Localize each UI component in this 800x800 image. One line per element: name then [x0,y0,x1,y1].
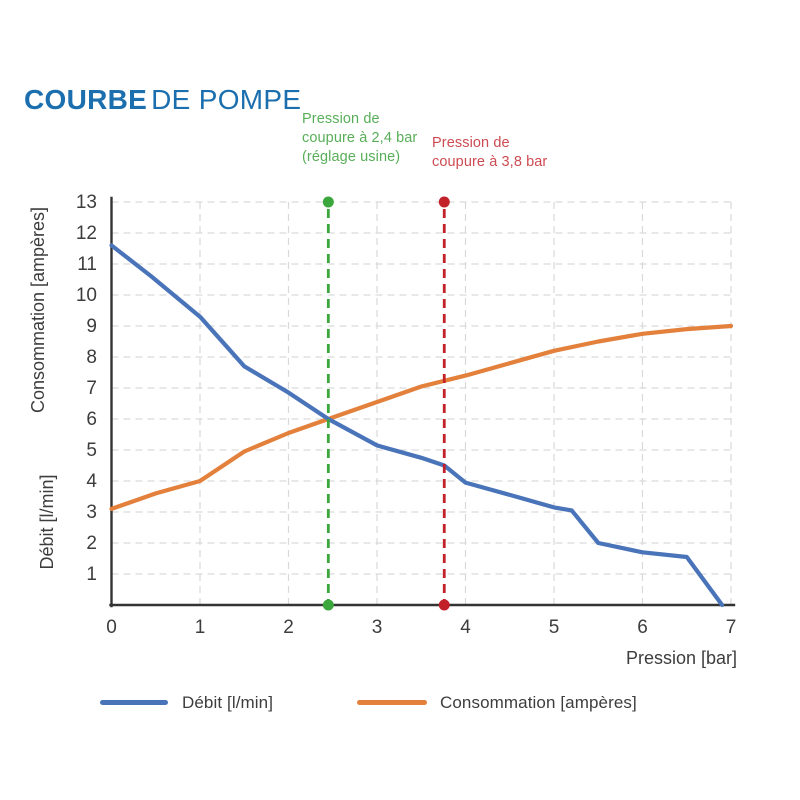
axes [109,196,736,608]
legend-swatch-consommation [357,700,427,705]
y-axis-label-lower: Débit [l/min] [37,474,57,569]
x-tick-label: 4 [460,617,471,638]
annotation-text-line: Pression de [432,135,510,151]
y-tick-label: 7 [86,378,97,399]
cutoff-dot-top [322,196,334,208]
x-axis-label: Pression [bar] [626,648,737,668]
y-tick-label: 1 [86,564,97,585]
x-tick-label: 5 [549,617,560,638]
annotation-text-line: Pression de [302,111,380,127]
y-tick-label: 11 [77,254,97,275]
y-tick-label: 2 [86,533,97,554]
x-tick-label: 3 [372,617,383,638]
annotation-text-line: (réglage usine) [302,149,401,165]
x-tick-label: 6 [637,617,648,638]
gridlines [111,201,732,605]
y-tick-label: 3 [86,502,97,523]
page-title: COURBE DE POMPE [24,84,301,116]
legend-label-debit: Débit [l/min] [182,693,274,712]
legend-label-consommation: Consommation [ampères] [440,693,637,712]
cutoff-marker-0 [322,196,334,611]
title-light-part: DE POMPE [151,84,302,115]
annotation-cutoff-2-4-bar: Pression de coupure à 2,4 bar (réglage u… [302,110,417,167]
y-tick-label: 10 [76,285,97,306]
title-bold-part: COURBE [24,84,148,115]
annotation-cutoff-3-8-bar: Pression de coupure à 3,8 bar [432,134,547,172]
y-tick-label: 12 [76,223,97,244]
y-tick-label: 6 [86,409,97,430]
annotation-text-line: coupure à 2,4 bar [302,130,418,146]
y-tick-label: 4 [86,471,97,492]
annotation-text-line: coupure à 3,8 bar [432,154,548,170]
cutoff-dot-bottom [438,599,450,611]
y-axis-label-upper: Consommation [ampères] [28,207,48,413]
y-tick-label: 8 [86,347,97,368]
y-tick-label: 9 [86,316,97,337]
x-tick-label: 7 [726,617,737,638]
series-curve-1 [109,323,734,511]
cutoff-dot-top [438,196,450,208]
x-tick-label: 0 [106,617,117,638]
legend-swatch-debit [100,700,168,705]
x-tick-label: 2 [283,617,294,638]
cutoff-dot-bottom [322,599,334,611]
y-tick-label: 13 [76,192,97,213]
y-tick-label: 5 [86,440,97,461]
x-tick-label: 1 [195,617,206,638]
cutoff-marker-1 [438,196,450,611]
series-curve-0 [109,243,725,608]
